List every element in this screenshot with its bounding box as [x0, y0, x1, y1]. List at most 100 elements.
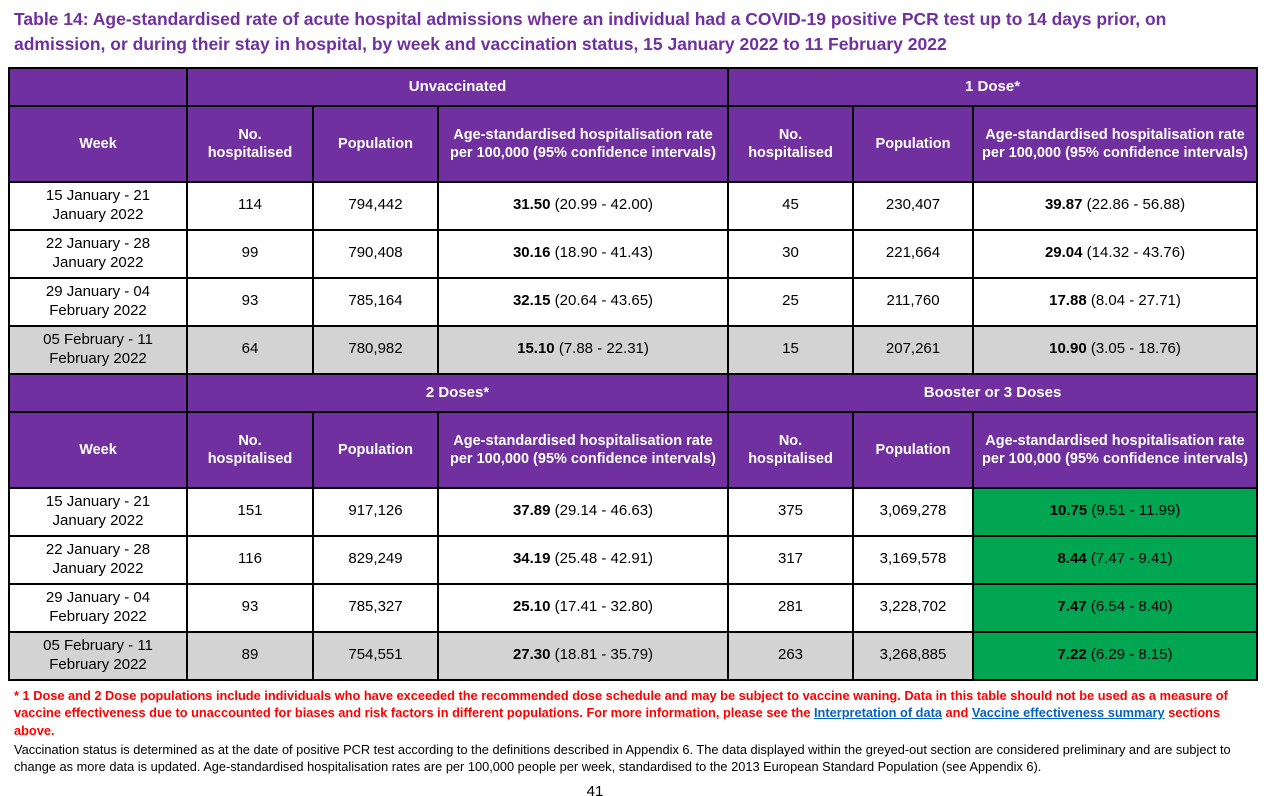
hospitalised-column-header: No. hospitalised [727, 410, 855, 489]
population-cell: 211,760 [852, 276, 975, 327]
population-cell: 3,268,885 [852, 630, 975, 681]
footnote-text: and [941, 705, 972, 721]
rate-cell-highlighted: 7.22 (6.29 - 8.15) [972, 630, 1259, 681]
rate-column-header: Age-standardised hospitalisation rate pe… [436, 104, 730, 183]
page-title: Table 14: Age-standardised rate of acute… [14, 9, 1167, 54]
population-cell: 754,551 [312, 630, 439, 681]
week-cell: 22 January - 28 January 2022 [8, 534, 188, 585]
hospitalised-cell: 375 [727, 486, 855, 537]
rate-value: 7.22 [1057, 646, 1087, 664]
hospitalised-cell: 89 [186, 630, 314, 681]
population-cell: 794,442 [312, 180, 439, 231]
rate-value: 34.19 [512, 550, 551, 568]
population-cell: 785,327 [312, 582, 439, 633]
population-cell: 221,664 [852, 228, 975, 279]
hospitalised-cell: 45 [727, 180, 855, 231]
population-cell: 785,164 [312, 276, 439, 327]
hospitalised-column-header: No. hospitalised [186, 410, 314, 489]
hospitalised-cell: 114 [186, 180, 314, 231]
population-cell: 829,249 [312, 534, 439, 585]
rate-cell: 25.10 (17.41 - 32.80) [436, 582, 730, 633]
table-row: 22 January - 28 January 2022 116 829,249… [8, 534, 1259, 585]
rate-cell: 32.15 (20.64 - 43.65) [436, 276, 730, 327]
corner-cell [8, 66, 188, 107]
hospitalised-cell: 64 [186, 324, 314, 375]
week-column-header: Week [8, 410, 188, 489]
rate-value: 25.10 [512, 598, 551, 616]
rate-value: 17.88 [1049, 292, 1087, 310]
rate-cell-highlighted: 8.44 (7.47 - 9.41) [972, 534, 1259, 585]
hospitalised-cell: 151 [186, 486, 314, 537]
rate-value: 7.47 [1057, 598, 1087, 616]
interpretation-of-data-link[interactable]: Interpretation of data [814, 705, 942, 721]
rate-ci: (9.51 - 11.99) [1091, 502, 1181, 520]
table-row: 29 January - 04 February 2022 93 785,327… [8, 582, 1259, 633]
rate-cell: 29.04 (14.32 - 43.76) [972, 228, 1259, 279]
rate-value: 30.16 [512, 244, 551, 262]
rate-ci: (6.29 - 8.15) [1090, 646, 1173, 664]
rate-ci: (29.14 - 46.63) [554, 502, 654, 520]
rate-cell: 39.87 (22.86 - 56.88) [972, 180, 1259, 231]
week-cell: 05 February - 11 February 2022 [8, 630, 188, 681]
rate-ci: (6.54 - 8.40) [1090, 598, 1173, 616]
hospitalised-column-header: No. hospitalised [186, 104, 314, 183]
band2-group-header-row: 2 Doses* Booster or 3 Doses [8, 372, 1259, 413]
population-column-header: Population [312, 104, 439, 183]
hospitalised-cell: 263 [727, 630, 855, 681]
rate-ci: (25.48 - 42.91) [554, 550, 654, 568]
week-cell: 15 January - 21 January 2022 [8, 486, 188, 537]
week-cell: 15 January - 21 January 2022 [8, 180, 188, 231]
rate-ci: (3.05 - 18.76) [1090, 340, 1181, 358]
rate-value: 27.30 [512, 646, 551, 664]
rate-cell: 17.88 (8.04 - 27.71) [972, 276, 1259, 327]
hospitalised-cell: 30 [727, 228, 855, 279]
rate-ci: (7.47 - 9.41) [1090, 550, 1173, 568]
rate-ci: (7.88 - 22.31) [558, 340, 649, 358]
rate-column-header: Age-standardised hospitalisation rate pe… [972, 104, 1259, 183]
rate-value: 29.04 [1044, 244, 1083, 262]
footnotes: * 1 Dose and 2 Dose populations include … [0, 681, 1264, 776]
population-cell: 3,169,578 [852, 534, 975, 585]
week-cell: 29 January - 04 February 2022 [8, 276, 188, 327]
hospitalised-cell: 93 [186, 276, 314, 327]
group-header-booster: Booster or 3 Doses [727, 372, 1259, 413]
hospital-admissions-table: Unvaccinated 1 Dose* Week No. hospitalis… [8, 66, 1259, 681]
table-row: 15 January - 21 January 2022 151 917,126… [8, 486, 1259, 537]
population-cell: 3,228,702 [852, 582, 975, 633]
footnote-text: sections above. [14, 705, 1221, 738]
group-header-2-doses: 2 Doses* [185, 372, 730, 413]
population-column-header: Population [852, 410, 975, 489]
rate-ci: (18.90 - 41.43) [554, 244, 654, 262]
rate-value: 10.75 [1049, 502, 1088, 520]
table-row-preliminary: 05 February - 11 February 2022 89 754,55… [8, 630, 1259, 681]
rate-ci: (18.81 - 35.79) [554, 646, 654, 664]
hospitalised-cell: 99 [186, 228, 314, 279]
population-cell: 207,261 [852, 324, 975, 375]
population-cell: 917,126 [312, 486, 439, 537]
group-header-unvaccinated: Unvaccinated [185, 66, 730, 107]
table-row: 15 January - 21 January 2022 114 794,442… [8, 180, 1259, 231]
hospitalised-column-header: No. hospitalised [727, 104, 855, 183]
rate-cell: 27.30 (18.81 - 35.79) [436, 630, 730, 681]
rate-value: 39.87 [1044, 196, 1083, 214]
rate-ci: (22.86 - 56.88) [1086, 196, 1186, 214]
rate-value: 8.44 [1057, 550, 1087, 568]
vaccine-effectiveness-summary-link[interactable]: Vaccine effectiveness summary [971, 705, 1165, 721]
table-row: 22 January - 28 January 2022 99 790,408 … [8, 228, 1259, 279]
hospitalised-cell: 116 [186, 534, 314, 585]
group-header-1-dose: 1 Dose* [727, 66, 1259, 107]
rate-ci: (14.32 - 43.76) [1086, 244, 1186, 262]
rate-ci: (17.41 - 32.80) [554, 598, 654, 616]
population-cell: 230,407 [852, 180, 975, 231]
week-column-header: Week [8, 104, 188, 183]
page-number: 41 [586, 783, 604, 796]
rate-value: 31.50 [512, 196, 551, 214]
corner-cell [8, 372, 188, 413]
table-row-preliminary: 05 February - 11 February 2022 64 780,98… [8, 324, 1259, 375]
hospitalised-cell: 25 [727, 276, 855, 327]
rate-ci: (20.99 - 42.00) [554, 196, 654, 214]
rate-cell: 30.16 (18.90 - 41.43) [436, 228, 730, 279]
hospitalised-cell: 281 [727, 582, 855, 633]
band1-group-header-row: Unvaccinated 1 Dose* [8, 66, 1259, 107]
table-row: 29 January - 04 February 2022 93 785,164… [8, 276, 1259, 327]
